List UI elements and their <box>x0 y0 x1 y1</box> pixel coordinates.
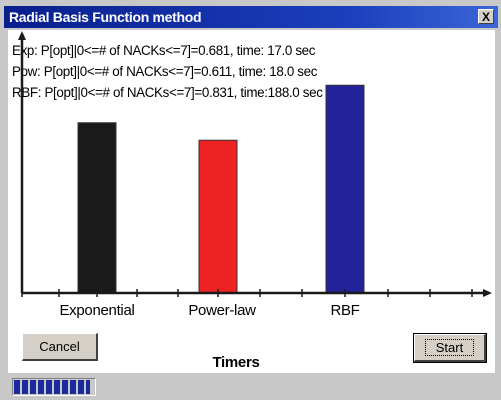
y-axis-arrow <box>18 31 26 40</box>
progress-bar <box>12 378 96 396</box>
x-tick-label-rbf: RBF <box>330 302 360 319</box>
title-bar[interactable]: Radial Basis Function method X <box>4 6 498 28</box>
x-tick-label-exponential: Exponential <box>59 302 135 319</box>
close-icon: X <box>481 10 490 24</box>
legend-entry-exp: Exp: P[opt]|0<=# of NACKs<=7]=0.681, tim… <box>12 43 316 58</box>
x-axis-label: Timers <box>212 354 260 371</box>
legend-entry-rbf: RBF: P[opt]|0<=# of NACKs<=7]=0.831, tim… <box>12 85 323 100</box>
bar-power-law <box>198 139 238 294</box>
bar-rbf <box>325 84 365 294</box>
legend-entry-pow: Pow: P[opt]|0<=# of NACKs<=7]=0.611, tim… <box>12 64 318 79</box>
progress-bar-fill <box>14 380 90 394</box>
close-button[interactable]: X <box>478 9 494 24</box>
cancel-button[interactable]: Cancel <box>22 333 98 361</box>
start-button[interactable]: Start <box>413 333 487 363</box>
bar-exponential <box>77 122 117 294</box>
window-title: Radial Basis Function method <box>9 9 202 25</box>
start-button-label: Start <box>424 339 475 356</box>
x-tick-label-power-law: Power-law <box>188 302 256 319</box>
x-axis-arrow <box>483 289 492 297</box>
